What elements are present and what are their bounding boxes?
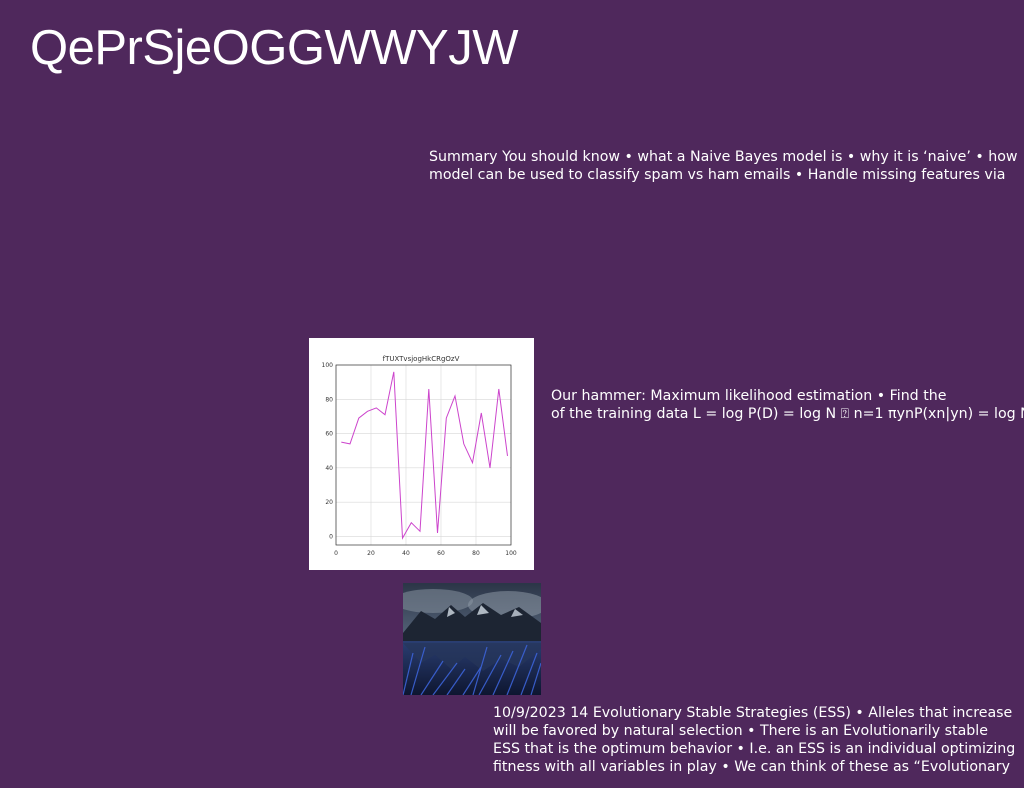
x-tick-label: 40 [402,550,410,557]
x-tick-label: 80 [472,550,480,557]
x-tick-label: 20 [367,550,375,557]
slide-title: QePrSjeOGGWWYJW [30,21,518,75]
ess-line: 10/9/2023 14 Evolutionary Stable Strateg… [493,705,1013,721]
chart-grid [335,364,512,545]
ess-text-block: 10/9/2023 14 Evolutionary Stable Strateg… [493,704,1015,776]
summary-text-block: Summary You should know • what a Naive B… [429,148,1018,184]
x-tick-label: 60 [437,550,445,557]
line-chart: fTUXTvsjogHkCRgOzV 0 20 40 60 80 100 0 20 40 60 80… [309,338,534,570]
hammer-text-block: Our hammer: Maximum likelihood estimatio… [551,387,1024,423]
hammer-line: of the training data L = log P(D) = log … [551,406,1024,422]
y-tick-label: 40 [325,465,333,472]
series-line [341,371,508,540]
ess-line: will be favored by natural selection • T… [493,723,988,739]
mountain-lake-photo-icon [403,583,541,695]
line-chart-svg: fTUXTvsjogHkCRgOzV 0 20 40 60 80 100 0 20 40 60 80… [322,355,517,557]
chart-title: fTUXTvsjogHkCRgOzV [383,355,460,363]
y-tick-label: 20 [325,499,333,506]
landscape-photo [403,583,541,695]
hammer-line: Our hammer: Maximum likelihood estimatio… [551,388,947,404]
summary-line: model can be used to classify spam vs ha… [429,167,1006,183]
ess-line: fitness with all variables in play • We … [493,759,1010,775]
y-tick-label: 80 [325,396,333,403]
y-tick-label: 100 [322,362,334,369]
y-tick-label: 0 [329,533,333,540]
x-tick-label: 100 [505,550,517,557]
chart-ticks: 0 20 40 60 80 100 0 20 40 60 80 100 [322,362,517,557]
summary-line: Summary You should know • what a Naive B… [429,149,1018,165]
y-tick-label: 60 [325,431,333,438]
ess-line: ESS that is the optimum behavior • I.e. … [493,741,1016,757]
plot-frame [335,364,512,546]
x-tick-label: 0 [334,550,338,557]
